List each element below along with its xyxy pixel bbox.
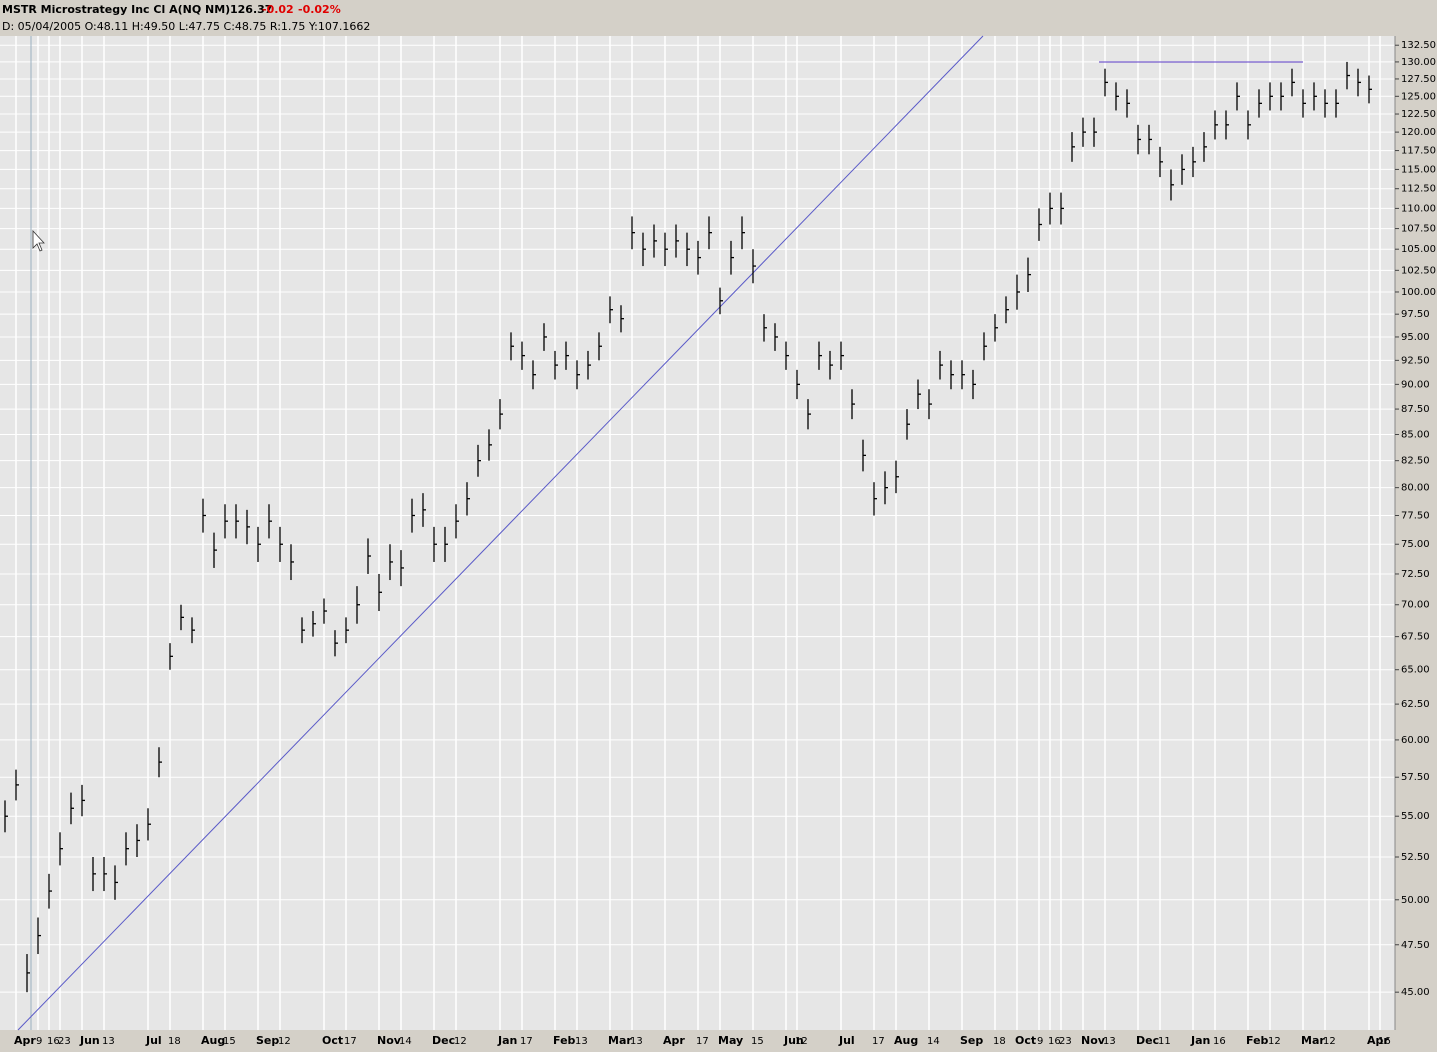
change-pct: -0.02% (298, 3, 341, 16)
x-tick-label: 12 (454, 1036, 467, 1047)
y-tick-label: 117.50 (1401, 146, 1436, 157)
y-tick-label: 72.50 (1401, 569, 1430, 580)
x-tick-label: 16 (1213, 1036, 1226, 1047)
x-tick-label: Apr (1367, 1034, 1389, 1047)
y-tick-label: 100.00 (1401, 287, 1436, 298)
x-tick-label: May (718, 1034, 743, 1047)
y-tick-label: 57.50 (1401, 772, 1430, 783)
x-tick-label: 15 (223, 1036, 236, 1047)
y-tick-label: 67.50 (1401, 632, 1430, 643)
y-tick-label: 110.00 (1401, 203, 1436, 214)
x-tick-label: 12 (795, 1036, 808, 1047)
grid (0, 36, 1395, 1030)
y-tick-label: 102.50 (1401, 265, 1436, 276)
x-tick-label: 9 (36, 1036, 42, 1047)
x-tick-label: Feb (553, 1034, 576, 1047)
y-tick-label: 107.50 (1401, 224, 1436, 235)
trend-line (17, 35, 984, 1031)
x-tick-label: 23 (58, 1036, 71, 1047)
x-tick-label: Aug (894, 1034, 918, 1047)
x-tick-label: 18 (993, 1036, 1006, 1047)
y-tick-label: 65.00 (1401, 665, 1430, 676)
x-tick-label: 18 (168, 1036, 181, 1047)
bar-info: D: 05/04/2005 O:48.11 H:49.50 L:47.75 C:… (2, 20, 370, 33)
x-tick-label: Feb (1246, 1034, 1269, 1047)
y-tick-label: 125.00 (1401, 91, 1436, 102)
x-tick-label: Oct (1015, 1034, 1036, 1047)
x-tick-label: 13 (1103, 1036, 1116, 1047)
y-tick-label: 92.50 (1401, 355, 1430, 366)
y-tick-label: 97.50 (1401, 309, 1430, 320)
y-tick-label: 130.00 (1401, 57, 1436, 68)
y-tick-label: 95.00 (1401, 332, 1430, 343)
x-tick-label: Jul (838, 1034, 855, 1047)
x-tick-label: 9 (1037, 1036, 1043, 1047)
x-tick-label: Mar (608, 1034, 632, 1047)
x-tick-label: Nov (377, 1034, 402, 1047)
x-tick-label: 13 (575, 1036, 588, 1047)
y-tick-label: 80.00 (1401, 483, 1430, 494)
y-tick-label: 122.50 (1401, 109, 1436, 120)
y-tick-label: 132.50 (1401, 40, 1436, 51)
x-tick-label: Jan (1190, 1034, 1210, 1047)
y-tick-label: 70.00 (1401, 600, 1430, 611)
mouse-cursor (32, 229, 45, 252)
y-tick-label: 127.50 (1401, 74, 1436, 85)
x-tick-label: Jul (145, 1034, 162, 1047)
x-tick-label: Jun (783, 1034, 804, 1047)
y-tick-label: 45.00 (1401, 987, 1430, 998)
y-tick-label: 105.00 (1401, 244, 1436, 255)
x-tick-label: Apr (663, 1034, 685, 1047)
x-tick-label: 23 (1059, 1036, 1072, 1047)
x-tick-label: 16 (1378, 1036, 1391, 1047)
y-tick-label: 50.00 (1401, 895, 1430, 906)
x-tick-label: 12 (1268, 1036, 1281, 1047)
y-tick-label: 115.00 (1401, 164, 1436, 175)
x-tick-label: Oct (322, 1034, 343, 1047)
x-tick-label: Dec (432, 1034, 455, 1047)
x-tick-label: 17 (520, 1036, 533, 1047)
y-tick-label: 62.50 (1401, 699, 1430, 710)
x-tick-label: 17 (696, 1036, 709, 1047)
y-tick-label: 112.50 (1401, 184, 1436, 195)
y-tick-label: 52.50 (1401, 852, 1430, 863)
x-tick-label: 16 (47, 1036, 60, 1047)
y-tick-label: 75.00 (1401, 539, 1430, 550)
y-tick-label: 55.00 (1401, 811, 1430, 822)
x-tick-label: 15 (751, 1036, 764, 1047)
x-tick-label: Nov (1081, 1034, 1106, 1047)
x-tick-label: Aug (201, 1034, 225, 1047)
chart-title: MSTR Microstrategy Inc Cl A(NQ NM) (2, 3, 230, 16)
change: -0.02 (262, 3, 294, 16)
y-tick-label: 47.50 (1401, 940, 1430, 951)
y-tick-label: 82.50 (1401, 456, 1430, 467)
y-tick-label: 60.00 (1401, 735, 1430, 746)
x-tick-label: 13 (102, 1036, 115, 1047)
x-tick-label: Apr (14, 1034, 36, 1047)
x-tick-label: 14 (399, 1036, 412, 1047)
y-tick-label: 90.00 (1401, 379, 1430, 390)
x-tick-label: Jun (79, 1034, 100, 1047)
x-tick-label: Jan (497, 1034, 517, 1047)
x-tick-label: 11 (1158, 1036, 1171, 1047)
y-tick-label: 85.00 (1401, 429, 1430, 440)
x-tick-label: 13 (630, 1036, 643, 1047)
x-tick-label: Dec (1136, 1034, 1159, 1047)
x-tick-label: 12 (1323, 1036, 1336, 1047)
x-tick-label: 14 (927, 1036, 940, 1047)
x-tick-label: Sep (256, 1034, 279, 1047)
bars (4, 61, 1372, 993)
x-tick-label: 17 (872, 1036, 885, 1047)
y-tick-label: 120.00 (1401, 127, 1436, 138)
x-tick-label: Sep (960, 1034, 983, 1047)
x-tick-label: 17 (344, 1036, 357, 1047)
y-tick-label: 77.50 (1401, 510, 1430, 521)
x-tick-label: 16 (1048, 1036, 1061, 1047)
y-tick-label: 87.50 (1401, 404, 1430, 415)
x-tick-label: 12 (278, 1036, 291, 1047)
x-tick-label: Mar (1301, 1034, 1325, 1047)
last-price: 126.37 (230, 3, 272, 16)
